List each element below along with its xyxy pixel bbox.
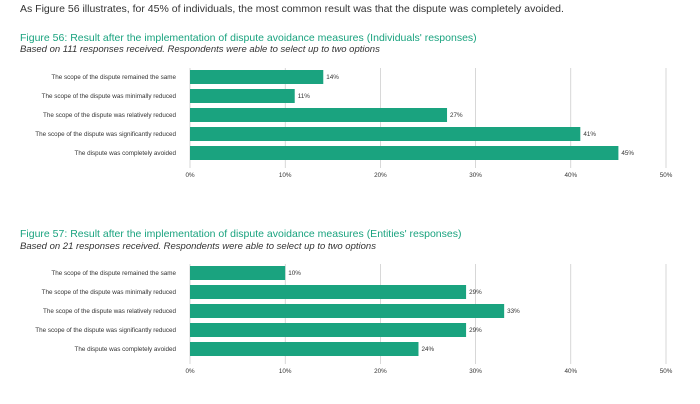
value-label: 11%: [298, 93, 311, 100]
x-tick-label: 30%: [469, 368, 482, 375]
category-label: The scope of the dispute was relatively …: [43, 112, 177, 119]
bar: [190, 323, 467, 337]
x-tick-label: 40%: [564, 368, 577, 375]
category-label: The scope of the dispute was relatively …: [43, 308, 177, 315]
figure-56-subtitle: Based on 111 responses received. Respond…: [20, 44, 380, 55]
x-tick-label: 0%: [185, 368, 195, 375]
category-label: The scope of the dispute was minimally r…: [42, 93, 177, 100]
value-label: 29%: [469, 327, 482, 334]
intro-text: As Figure 56 illustrates, for 45% of ind…: [20, 3, 564, 15]
category-label: The dispute was completely avoided: [74, 150, 176, 157]
value-label: 10%: [288, 270, 301, 277]
category-label: The scope of the dispute was significant…: [35, 131, 176, 138]
value-label: 24%: [421, 346, 434, 353]
x-tick-label: 10%: [279, 368, 292, 375]
x-tick-label: 40%: [564, 172, 577, 179]
value-label: 27%: [450, 112, 463, 119]
category-label: The scope of the dispute was significant…: [35, 327, 176, 334]
bar: [190, 342, 419, 356]
category-label: The scope of the dispute was minimally r…: [42, 289, 177, 296]
bar: [190, 89, 295, 103]
category-label: The scope of the dispute remained the sa…: [51, 270, 176, 277]
bar: [190, 70, 324, 84]
bar: [190, 304, 505, 318]
x-tick-label: 30%: [469, 172, 482, 179]
x-tick-label: 0%: [185, 172, 195, 179]
figure-57-title: Figure 57: Result after the implementati…: [20, 228, 462, 240]
value-label: 14%: [326, 74, 339, 81]
x-tick-label: 10%: [279, 172, 292, 179]
category-label: The dispute was completely avoided: [74, 346, 176, 353]
figure-56-chart: The scope of the dispute remained the sa…: [35, 68, 673, 179]
bar: [190, 108, 448, 122]
value-label: 33%: [507, 308, 520, 315]
category-label: The scope of the dispute remained the sa…: [51, 74, 176, 81]
x-tick-label: 20%: [374, 172, 387, 179]
bar: [190, 127, 581, 141]
x-tick-label: 50%: [660, 368, 673, 375]
figure-56-title: Figure 56: Result after the implementati…: [20, 32, 477, 44]
figure-57-subtitle: Based on 21 responses received. Responde…: [20, 241, 376, 252]
bar: [190, 146, 619, 160]
value-label: 45%: [621, 150, 634, 157]
figure-57-chart: The scope of the dispute remained the sa…: [35, 264, 673, 375]
bar: [190, 285, 467, 299]
x-tick-label: 50%: [660, 172, 673, 179]
x-tick-label: 20%: [374, 368, 387, 375]
bar: [190, 266, 286, 280]
value-label: 29%: [469, 289, 482, 296]
value-label: 41%: [583, 131, 596, 138]
